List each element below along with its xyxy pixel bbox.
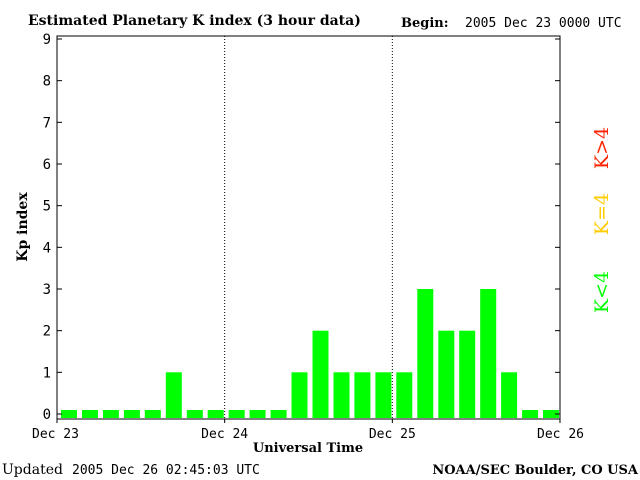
kp-bar — [375, 372, 392, 418]
x-axis-ticks: Dec 23 Dec 24 Dec 25 Dec 26 — [32, 419, 584, 442]
y-axis-label: Kp index — [15, 192, 31, 262]
kp-bar — [61, 410, 77, 418]
kp-bar — [459, 330, 476, 418]
y-tick-label: 7 — [43, 115, 51, 131]
y-tick-label: 0 — [43, 407, 51, 423]
y-tick-label: 6 — [43, 157, 51, 173]
x-tick-label: Dec 25 — [369, 427, 416, 442]
x-tick-label: Dec 23 — [32, 427, 79, 442]
updated-value: 2005 Dec 26 02:45:03 UTC — [72, 463, 260, 478]
y-tick-label: 9 — [43, 32, 51, 48]
y-tick-label: 5 — [43, 199, 51, 215]
kp-bar — [312, 330, 329, 418]
kp-bar — [438, 330, 455, 418]
plot-frame — [56, 35, 561, 420]
y-axis-ticks: 0 1 2 3 4 5 6 7 8 9 — [43, 32, 560, 423]
legend-label: K>4 — [591, 127, 613, 169]
kp-bar — [102, 410, 119, 418]
kp-bar — [291, 372, 308, 418]
chart-title: Estimated Planetary K index (3 hour data… — [28, 13, 361, 29]
kp-bar — [270, 410, 287, 418]
y-tick-label: 1 — [43, 365, 51, 381]
legend-label: K=4 — [591, 193, 613, 235]
day-separators — [224, 36, 393, 419]
kp-bar — [396, 372, 413, 418]
kp-bar — [501, 372, 518, 418]
legend-label: K<4 — [591, 271, 613, 313]
kp-bar — [249, 410, 266, 418]
y-tick-label: 3 — [43, 282, 51, 298]
kp-bar — [228, 410, 245, 418]
kp-bar — [543, 410, 559, 418]
x-axis-label: Universal Time — [253, 441, 363, 456]
y-tick-label: 2 — [43, 324, 51, 340]
kp-bar — [144, 410, 161, 418]
kp-bar — [522, 410, 539, 418]
begin-value: 2005 Dec 23 0000 UTC — [465, 16, 622, 31]
y-tick-label: 8 — [43, 74, 51, 90]
kp-bar — [123, 410, 140, 418]
y-tick-label: 4 — [43, 240, 51, 256]
begin-label: Begin: — [401, 16, 449, 31]
kp-bar — [417, 289, 434, 418]
source-credit: NOAA/SEC Boulder, CO USA — [432, 463, 639, 478]
kp-bar — [480, 289, 497, 418]
x-tick-label: Dec 26 — [537, 427, 584, 442]
bar-series — [61, 289, 559, 418]
kp-bar — [82, 410, 98, 418]
kp-bar — [207, 410, 224, 418]
kp-bar — [165, 372, 182, 418]
kp-bar — [333, 372, 350, 418]
kp-bar — [354, 372, 371, 418]
kp-bar — [186, 410, 203, 418]
legend: K<4 K=4 K>4 — [591, 127, 613, 313]
x-tick-label: Dec 24 — [201, 427, 248, 442]
updated-label: Updated — [2, 462, 63, 478]
